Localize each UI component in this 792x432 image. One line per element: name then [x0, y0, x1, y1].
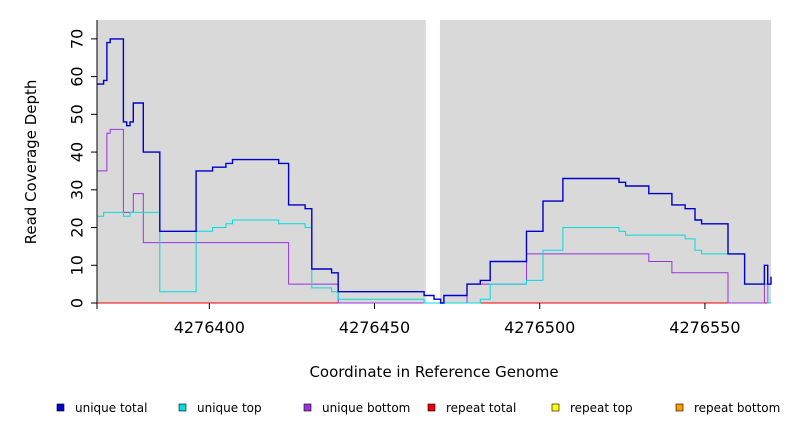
legend-swatch-unique-bottom [303, 403, 312, 412]
legend-label: unique top [197, 401, 262, 415]
legend-swatch-unique-total [56, 403, 65, 412]
y-tick-label: 20 [68, 217, 87, 237]
legend: unique total unique top unique bottom repea… [56, 401, 780, 415]
y-tick-label: 10 [68, 255, 87, 275]
y-tick-label: 50 [68, 104, 87, 124]
series-line-unique-total [97, 38, 772, 304]
coverage-gaps [425, 19, 440, 303]
x-tick-label: 4276550 [669, 318, 740, 337]
gap-band [425, 19, 440, 303]
x-tick-label: 4276400 [174, 318, 245, 337]
y-axis-title: Read Coverage Depth [22, 80, 40, 245]
legend-swatch-repeat-bottom [675, 403, 684, 412]
y-tick-label: 30 [68, 180, 87, 200]
legend-label: repeat top [570, 401, 633, 415]
y-tick-label: 0 [68, 298, 87, 308]
y-tick-label: 40 [68, 142, 87, 162]
series-line-unique-top [97, 211, 771, 304]
legend-swatch-repeat-top [551, 403, 560, 412]
series-line-unique-bottom [97, 128, 771, 304]
legend-label: repeat total [446, 401, 516, 415]
x-axis-title: Coordinate in Reference Genome [309, 363, 558, 381]
x-tick-label: 4276500 [504, 318, 575, 337]
axes: 0 10 20 30 40 50 60 70 4276400 4276450 4276500 4276… [68, 20, 741, 337]
legend-swatch-repeat-total [427, 403, 436, 412]
legend-label: unique bottom [322, 401, 410, 415]
x-tick-label: 4276450 [339, 318, 410, 337]
legend-label: unique total [75, 401, 147, 415]
legend-label: repeat bottom [694, 401, 780, 415]
legend-swatch-unique-top [178, 403, 187, 412]
y-tick-label: 60 [68, 66, 87, 86]
y-tick-label: 70 [68, 29, 87, 49]
